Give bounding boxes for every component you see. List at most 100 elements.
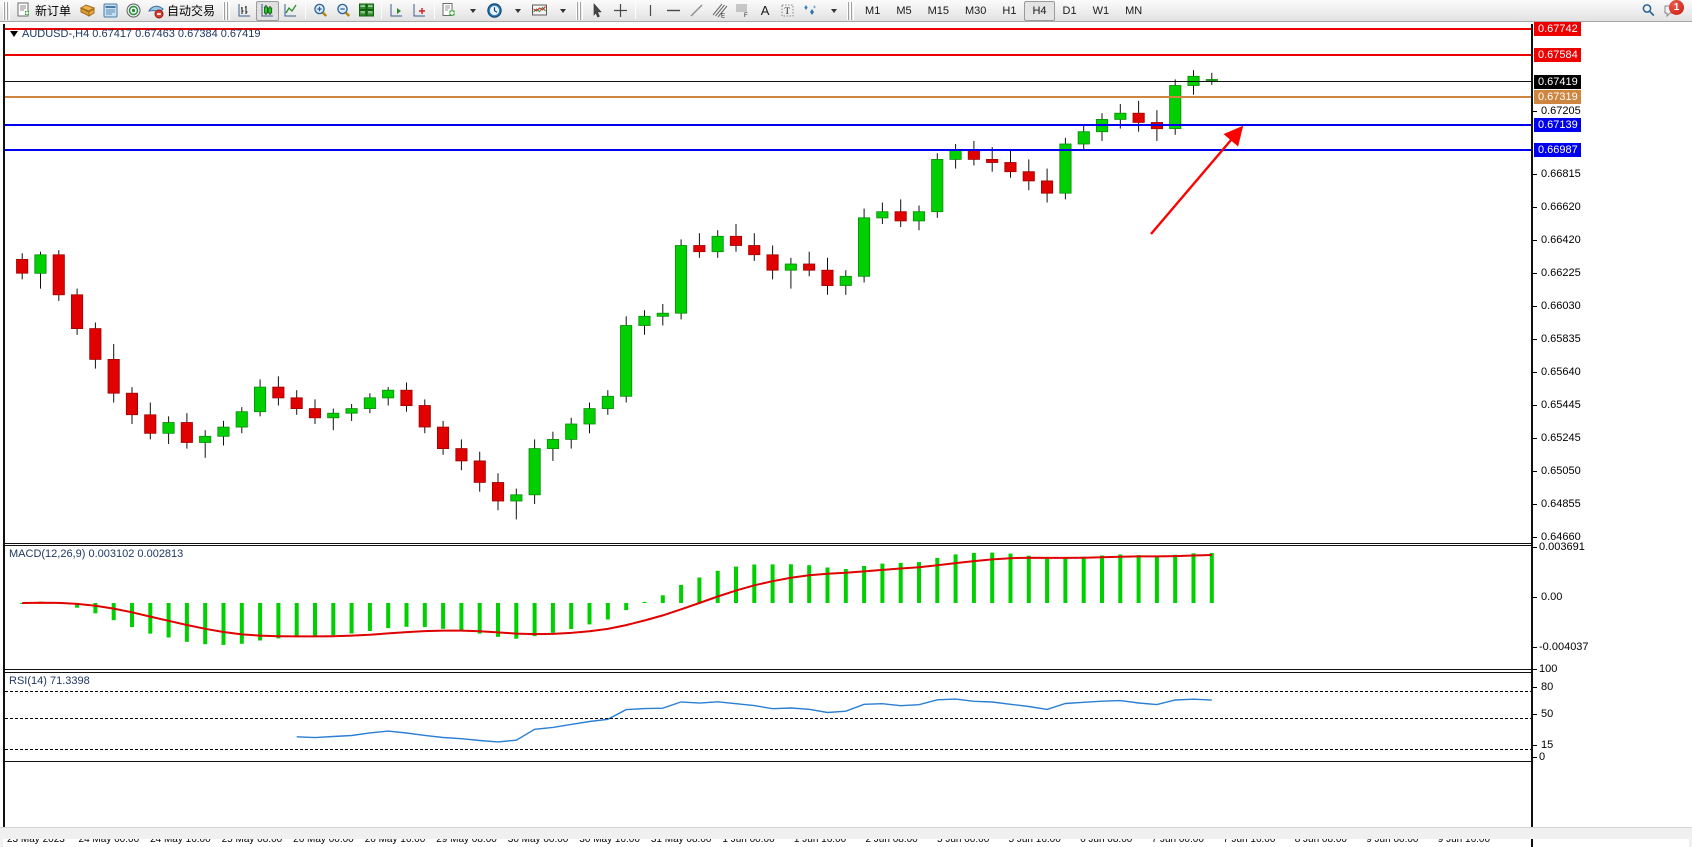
price-tag-last: 0.67419 [1534,75,1581,89]
chart-shift-button[interactable] [408,1,431,21]
toolbar-grip-charts[interactable] [223,1,231,20]
navigator-button[interactable] [122,1,145,21]
tile-windows-button[interactable] [355,1,378,21]
main-toolbar: 新订单 自动交易 [0,0,1692,22]
zoom-in-icon [314,3,328,17]
crosshair-button[interactable] [609,1,632,21]
price-tag-pivot[interactable]: 0.67319 [1534,90,1581,104]
chevron-down-icon [515,8,522,13]
price-tick-4: 0.66030 [1533,301,1581,312]
chart-plot-frame[interactable]: AUDUSD-,H4 0.67417 0.67463 0.67384 0.674… [3,24,1533,830]
period-icon [487,3,502,18]
notification-badge: 1 [1669,0,1684,15]
timeframe-w1[interactable]: W1 [1092,4,1110,17]
chart-window[interactable]: AUDUSD-,H4 0.67417 0.67463 0.67384 0.674… [0,22,1692,847]
rsi-level-50 [5,718,1533,719]
period-dropdown[interactable] [506,1,528,21]
indicators-button[interactable] [438,1,461,21]
price-pane[interactable]: AUDUSD-,H4 0.67417 0.67463 0.67384 0.674… [5,24,1533,544]
toolbar-grip-timeframes[interactable] [847,1,855,20]
new-order-button[interactable]: 新订单 [13,1,76,21]
up-trend-arrow[interactable] [1133,119,1263,249]
timeframe-h4[interactable]: H4 [1024,0,1055,21]
autoscroll-icon [390,4,403,17]
price-tick-6: 0.65640 [1533,367,1581,378]
timeframe-m1[interactable]: M1 [865,4,881,17]
svg-text:F: F [744,13,748,19]
search-icon [1642,4,1655,17]
support-line-1[interactable] [5,123,1533,128]
line-chart-button[interactable] [279,1,302,21]
vertical-line-button[interactable] [639,1,662,21]
timeframe-m5[interactable]: M5 [896,4,912,17]
line-chart-icon [284,4,297,17]
equidistant-channel-icon: E [712,3,728,19]
terminal-button[interactable] [76,1,99,21]
pivot-line[interactable] [5,95,1533,100]
alerts-button[interactable]: 1 [1660,0,1684,21]
horizontal-line-icon [667,9,681,12]
macd-pane[interactable]: MACD(12,26,9) 0.003102 0.002813 [5,545,1533,670]
rsi-tick-100: 100 [1533,664,1557,675]
data-window-button[interactable] [99,1,122,21]
templates-dropdown[interactable] [551,1,573,21]
price-tag-resistance-2[interactable]: 0.67584 [1534,48,1581,62]
terminal-icon [79,4,96,17]
tile-windows-icon [359,3,375,17]
text-label-icon: T [781,4,794,17]
svg-text:T: T [785,6,791,16]
autoscroll-button[interactable] [385,1,408,21]
trendline-button[interactable] [685,1,708,21]
indicators-icon [442,3,455,16]
support-line-2[interactable] [5,148,1533,153]
chart-horizontal-scrollbar[interactable] [0,827,1692,839]
macd-series [20,552,1214,645]
autotrading-label: 自动交易 [167,4,216,18]
price-tag-support-2[interactable]: 0.66987 [1534,143,1581,157]
cursor-icon [593,3,602,18]
text-button[interactable]: A [754,1,776,21]
vertical-line-icon [649,5,652,16]
objects-dropdown[interactable] [822,1,844,21]
last-price-line [5,81,1533,82]
toolbar-grip-drawing[interactable] [576,1,584,20]
bar-chart-button[interactable] [233,1,256,21]
timeframe-mn[interactable]: MN [1125,4,1143,17]
zoom-out-button[interactable] [332,1,355,21]
candlestick-chart-button[interactable] [256,0,280,21]
zoom-out-icon [337,3,351,17]
rsi-pane[interactable]: RSI(14) 71.3398 [5,672,1533,762]
timeframe-d1[interactable]: D1 [1062,4,1077,17]
price-axis[interactable]: 0.67742 0.67584 0.67419 0.67319 0.67205 … [1531,22,1689,830]
equidistant-channel-button[interactable]: E [708,1,731,21]
text-label-button[interactable]: T [776,1,799,21]
objects-button[interactable] [799,1,822,21]
resistance-line-2[interactable] [5,53,1533,58]
price-tag-resistance-1[interactable]: 0.67742 [1534,22,1581,36]
search-button[interactable] [1637,1,1660,21]
price-tick-5: 0.65835 [1533,334,1581,345]
rsi-tick-0: 0 [1533,752,1545,763]
toolbar-grip-standard[interactable] [3,1,10,20]
templates-icon [532,4,548,16]
period-button[interactable] [483,1,506,21]
indicators-dropdown[interactable] [461,1,483,21]
chevron-down-icon [560,8,567,13]
autotrading-button[interactable]: 自动交易 [145,1,220,21]
price-tick-0: 0.66815 [1533,169,1581,180]
chart-menu-arrow-icon[interactable] [10,31,18,37]
price-tick-8: 0.65245 [1533,433,1581,444]
price-tick-2: 0.66420 [1533,235,1581,246]
fibonacci-button[interactable]: F [731,1,754,21]
templates-button[interactable] [528,1,551,21]
zoom-in-button[interactable] [309,1,332,21]
timeframe-m30[interactable]: M30 [965,4,987,17]
horizontal-line-button[interactable] [662,1,685,21]
toolbar-separator-2 [381,2,383,19]
timeframe-m15[interactable]: M15 [927,4,949,17]
price-tick-10: 0.64855 [1533,499,1581,510]
price-tag-support-1[interactable]: 0.67139 [1534,118,1581,132]
timeframe-h1[interactable]: H1 [1002,4,1017,17]
price-tick-3: 0.66225 [1533,268,1581,279]
cursor-button[interactable] [586,1,609,21]
